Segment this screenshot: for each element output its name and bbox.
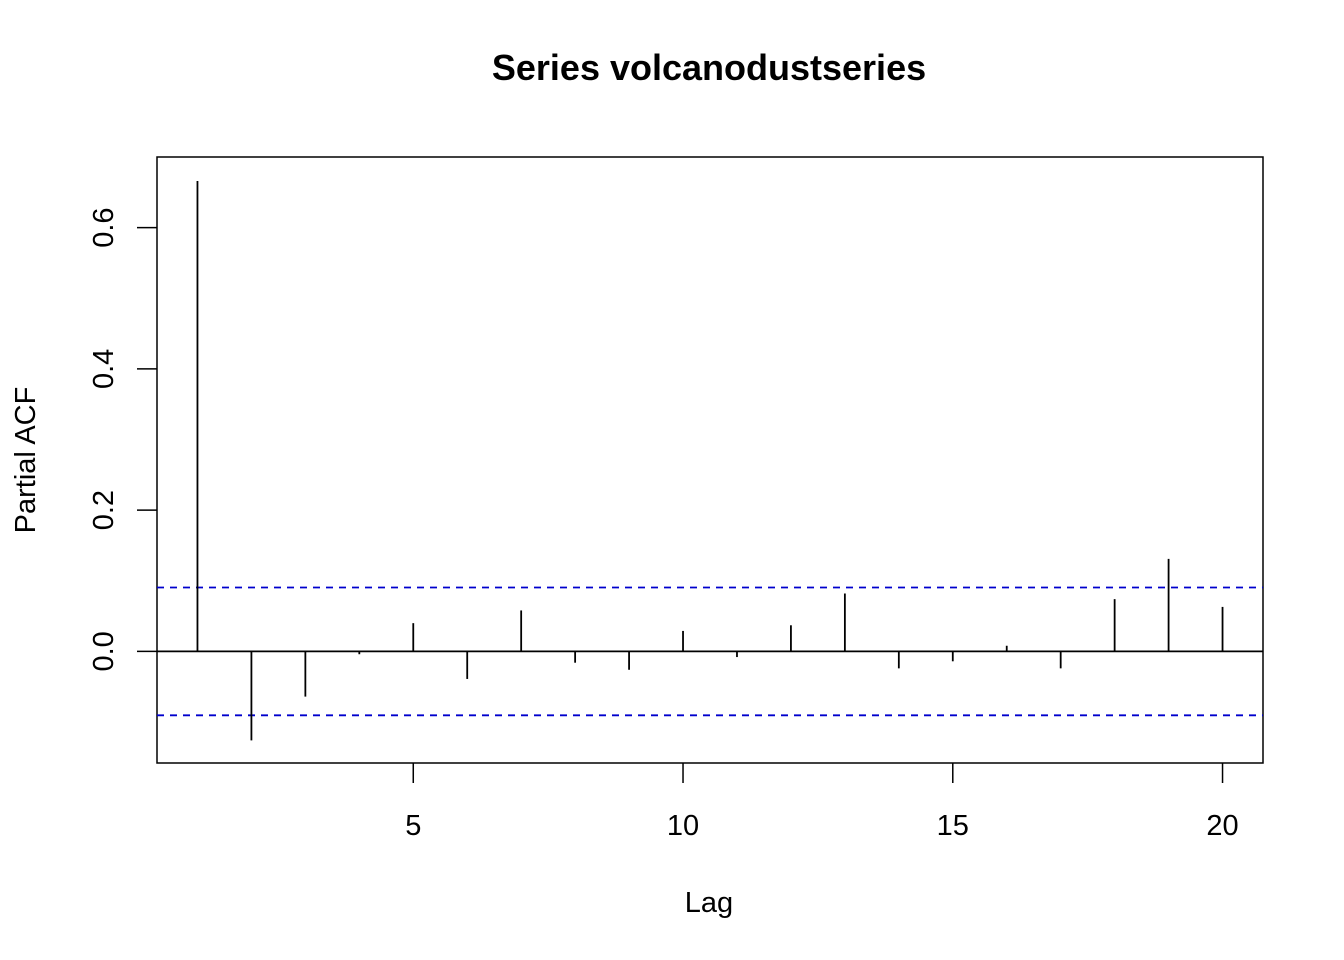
y-tick-label-0.6: 0.6 <box>88 207 120 247</box>
x-tick-label-20: 20 <box>1206 810 1238 842</box>
y-tick-label-0.4: 0.4 <box>88 349 120 389</box>
x-axis: 5 10 15 20 <box>405 763 1239 842</box>
plot-frame <box>156 156 1264 764</box>
x-axis-label: Lag <box>685 887 733 919</box>
x-tick-label-15: 15 <box>937 810 969 842</box>
x-tick-label-5: 5 <box>405 810 421 842</box>
chart-title: Series volcanodustseries <box>492 47 926 88</box>
y-tick-label-0.2: 0.2 <box>88 490 120 530</box>
y-axis: 0.0 0.2 0.4 0.6 <box>88 207 157 672</box>
x-tick-label-10: 10 <box>667 810 699 842</box>
plot-marks <box>157 181 1263 741</box>
y-axis-label: Partial ACF <box>10 387 42 534</box>
y-tick-label-0.0: 0.0 <box>88 631 120 671</box>
